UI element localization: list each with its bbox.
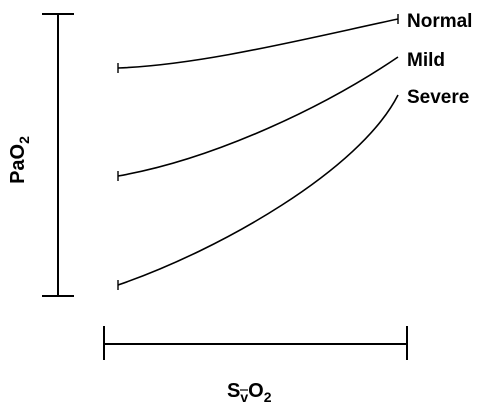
svg-text:PaO2: PaO2 xyxy=(7,136,32,184)
curve-mild-line xyxy=(117,56,399,177)
x-axis-label-main: S xyxy=(227,380,240,402)
y-axis-label: PaO2 xyxy=(7,136,32,184)
y-axis xyxy=(42,13,74,297)
curve-normal: Normal xyxy=(117,11,472,73)
curve-severe-line xyxy=(117,94,399,286)
series-label-severe: Severe xyxy=(407,87,469,108)
y-axis-label-subscript: 2 xyxy=(16,136,32,144)
curve-mild: Mild xyxy=(117,50,445,181)
series-label-normal: Normal xyxy=(407,11,472,32)
x-axis-label-subscript: 2 xyxy=(264,389,272,405)
x-axis-label: SvO2 xyxy=(227,380,272,405)
x-axis xyxy=(103,326,408,360)
x-axis-label-main2: O xyxy=(248,380,264,402)
curve-severe: Severe xyxy=(117,87,469,290)
series-label-mild: Mild xyxy=(407,50,445,71)
svg-text:SvO2: SvO2 xyxy=(227,380,272,405)
x-axis-label-subscript-v: v xyxy=(240,389,248,405)
y-axis-label-main: PaO xyxy=(7,144,29,184)
curve-normal-line xyxy=(117,18,399,69)
